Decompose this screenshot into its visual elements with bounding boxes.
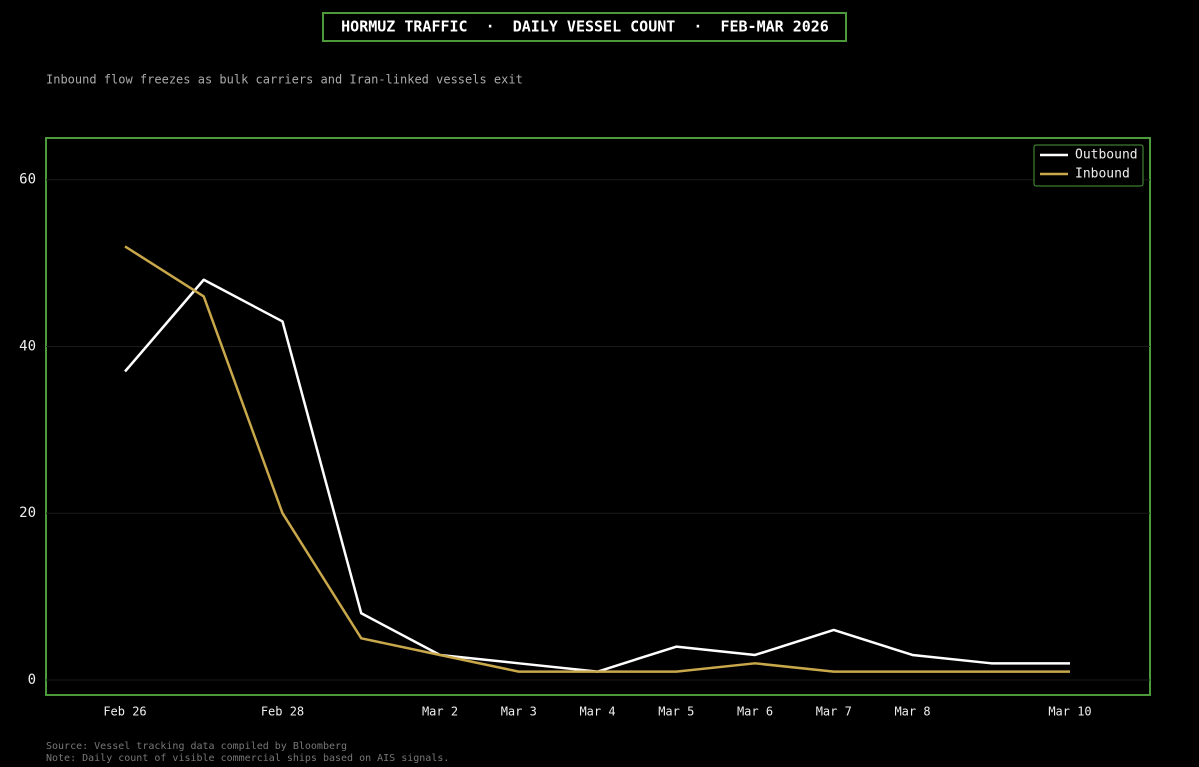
x-tick-label: Feb 28 [261, 705, 304, 719]
y-tick-label: 20 [19, 505, 36, 521]
title-box [322, 12, 847, 42]
subtitle: Inbound flow freezes as bulk carriers an… [46, 73, 523, 87]
plot-frame [45, 137, 1151, 696]
series-line [124, 278, 1070, 673]
chart-title: HORMUZ TRAFFIC · DAILY VESSEL COUNT · FE… [341, 18, 829, 36]
y-tick-label: 0 [28, 672, 36, 688]
x-tick-label: Mar 7 [816, 705, 852, 719]
series-line [124, 245, 1070, 673]
x-tick-label: Mar 4 [579, 705, 615, 719]
x-tick-label: Mar 6 [737, 705, 773, 719]
note: Note: Daily count of visible commercial … [46, 753, 449, 764]
source-note: Source: Vessel tracking data compiled by… [46, 741, 347, 752]
x-tick-label: Mar 8 [894, 705, 930, 719]
legend-label: Outbound [1075, 148, 1138, 163]
y-tick-label: 40 [19, 338, 36, 354]
x-tick-label: Mar 3 [501, 705, 537, 719]
y-tick-label: 60 [19, 172, 36, 188]
x-tick-label: Mar 5 [658, 705, 694, 719]
x-tick-label: Feb 26 [103, 705, 146, 719]
x-tick-label: Mar 2 [422, 705, 458, 719]
legend-label: Inbound [1075, 167, 1130, 182]
x-tick-label: Mar 10 [1048, 705, 1091, 719]
